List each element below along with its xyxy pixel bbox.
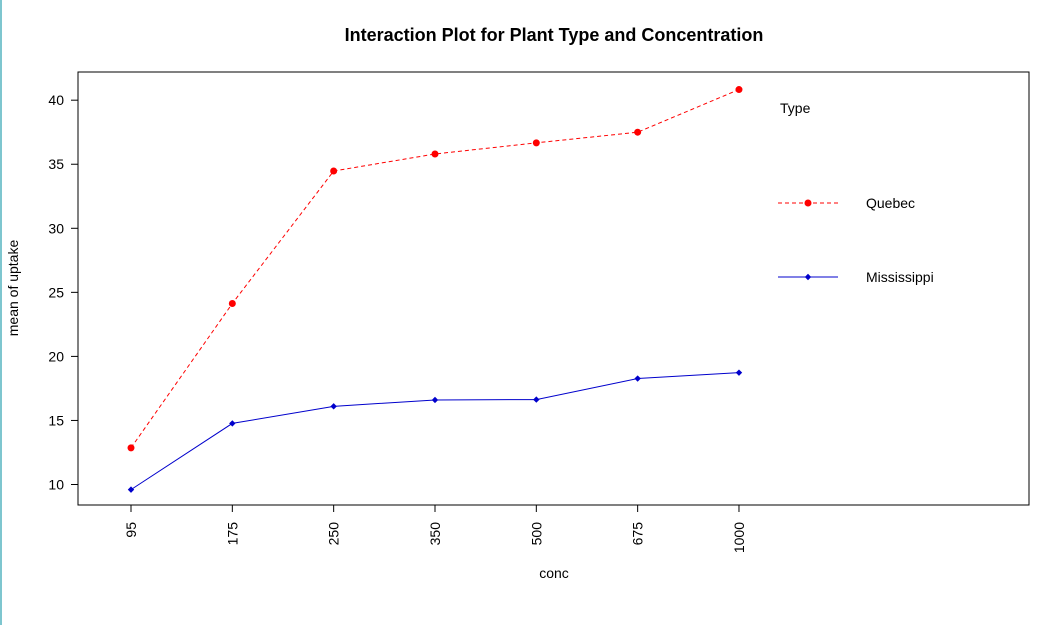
- legend-mississippi-point: [804, 273, 812, 281]
- legend-title: Type: [780, 100, 811, 116]
- y-tick-label: 30: [48, 220, 64, 236]
- mississippi-point: [735, 369, 743, 376]
- quebec-point: [330, 167, 338, 175]
- y-tick-label: 20: [48, 348, 64, 364]
- y-tick-label: 40: [48, 92, 64, 108]
- y-axis-label: mean of uptake: [5, 240, 21, 337]
- mississippi-point: [533, 396, 540, 403]
- quebec-point: [532, 139, 540, 147]
- x-tick-label: 675: [630, 522, 646, 546]
- quebec-line: [130, 89, 740, 449]
- y-tick-label: 25: [48, 284, 64, 300]
- legend-quebec-point: [804, 199, 812, 207]
- quebec-point: [431, 150, 439, 158]
- legend-label-mississippi: Mississippi: [866, 269, 934, 285]
- legend-label-quebec: Quebec: [866, 195, 915, 211]
- mississippi-point: [127, 486, 135, 493]
- window-edge: [0, 0, 2, 625]
- y-axis: 10 15 20 25 30 35 40: [48, 92, 79, 493]
- quebec-point: [735, 86, 743, 94]
- plot-frame: [77, 71, 1030, 506]
- x-tick-label: 175: [224, 522, 240, 546]
- mississippi-point: [431, 396, 439, 404]
- quebec-point: [127, 444, 135, 452]
- y-tick-label: 15: [48, 412, 64, 428]
- x-tick-label: 250: [326, 522, 342, 546]
- legend: Type Quebec Mississippi: [778, 100, 934, 285]
- x-tick-label: 500: [528, 522, 544, 546]
- x-tick-label: 1000: [731, 522, 747, 553]
- y-tick-label: 10: [48, 477, 64, 493]
- chart-title: Interaction Plot for Plant Type and Conc…: [345, 25, 764, 45]
- x-tick-label: 350: [427, 522, 443, 546]
- y-tick-label: 35: [48, 156, 64, 172]
- series-layer: [127, 86, 743, 493]
- mississippi-point: [634, 375, 641, 382]
- mississippi-point: [229, 420, 236, 427]
- x-axis: 95 175 250 350 500 675 1000: [123, 504, 747, 553]
- mississippi-point: [330, 403, 337, 410]
- x-axis-label: conc: [539, 565, 569, 581]
- quebec-point: [634, 128, 642, 136]
- x-tick-label: 95: [123, 522, 139, 538]
- mississippi-line: [130, 372, 740, 491]
- quebec-point: [228, 299, 236, 307]
